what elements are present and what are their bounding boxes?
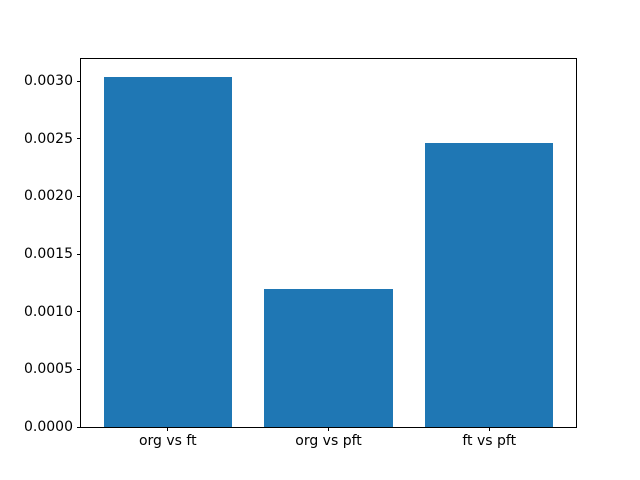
x-tick-label: org vs ft — [138, 433, 197, 449]
y-tick-label: 0.0005 — [24, 361, 73, 378]
y-tick-label: 0.0010 — [24, 303, 73, 320]
x-tick-label: org vs pft — [295, 433, 362, 449]
y-tick-mark — [77, 311, 81, 313]
y-tick-mark — [77, 80, 81, 82]
x-tick-mark — [328, 427, 329, 431]
y-tick-label: 0.0020 — [24, 188, 73, 205]
y-tick-label: 0.0000 — [24, 419, 73, 435]
y-tick-mark — [77, 195, 81, 197]
y-tick-label: 0.0015 — [24, 246, 73, 263]
plot-area: org vs ft org vs pft ft vs pft 0.0000 0.0005… — [24, 58, 577, 448]
y-tick-mark — [77, 253, 81, 255]
y-tick-mark — [77, 426, 81, 428]
x-tick-mark — [167, 427, 169, 431]
bar-3 — [424, 143, 554, 427]
y-tick-mark — [77, 138, 81, 140]
y-tick-mark — [77, 368, 81, 370]
bar-1 — [103, 76, 233, 427]
x-tick-label: ft vs pft — [462, 433, 517, 449]
bar-2 — [264, 288, 393, 427]
y-tick-label: 0.0025 — [24, 130, 73, 147]
y-tick-label: 0.0030 — [24, 73, 73, 90]
x-tick-mark — [488, 427, 490, 431]
